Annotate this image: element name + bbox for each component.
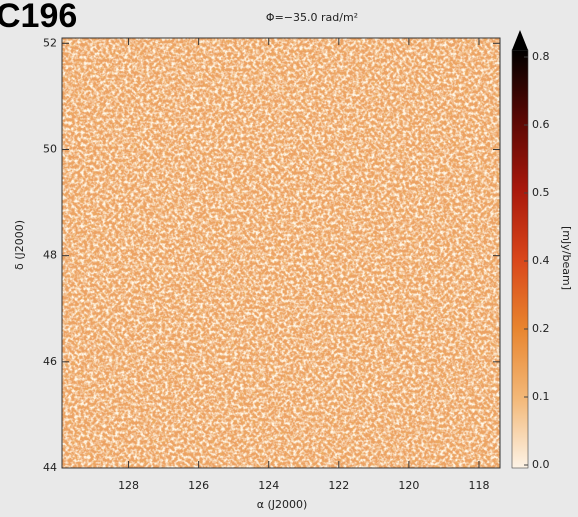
plot-frame xyxy=(61,37,501,469)
y-axis-label: δ (J2000) xyxy=(13,220,26,270)
colorbar-tick-label: 0.5 xyxy=(532,186,550,199)
x-axis-label: α (J2000) xyxy=(257,498,308,511)
colorbar-tick-label: 0.4 xyxy=(532,254,550,267)
y-tick-label: 48 xyxy=(43,249,57,262)
y-tick-label: 44 xyxy=(43,461,57,474)
y-tick-label: 52 xyxy=(43,36,57,49)
map xyxy=(61,37,501,469)
colorbar xyxy=(511,49,529,469)
colorbar-tick-label: 0.0 xyxy=(532,458,550,471)
subtitle: Φ=−35.0 rad/m² xyxy=(266,11,358,24)
colorbar-extend xyxy=(512,30,528,50)
x-tick-label: 120 xyxy=(398,479,419,492)
panel-title: C196 xyxy=(0,0,77,35)
colorbar-tick-label: 0.6 xyxy=(532,118,550,131)
colorbar-label: [mJy/beam] xyxy=(560,226,573,290)
y-tick-label: 46 xyxy=(43,355,57,368)
x-tick-label: 118 xyxy=(468,479,489,492)
x-tick-label: 126 xyxy=(188,479,209,492)
colorbar-tick-label: 0.2 xyxy=(532,322,550,335)
map-noise-light xyxy=(62,38,500,468)
x-tick-label: 128 xyxy=(118,479,139,492)
colorbar-tick-label: 0.8 xyxy=(532,50,550,63)
x-tick-label: 122 xyxy=(328,479,349,492)
colorbar-tick-label: 0.1 xyxy=(532,390,550,403)
y-tick-label: 50 xyxy=(43,142,57,155)
x-tick-label: 124 xyxy=(258,479,279,492)
